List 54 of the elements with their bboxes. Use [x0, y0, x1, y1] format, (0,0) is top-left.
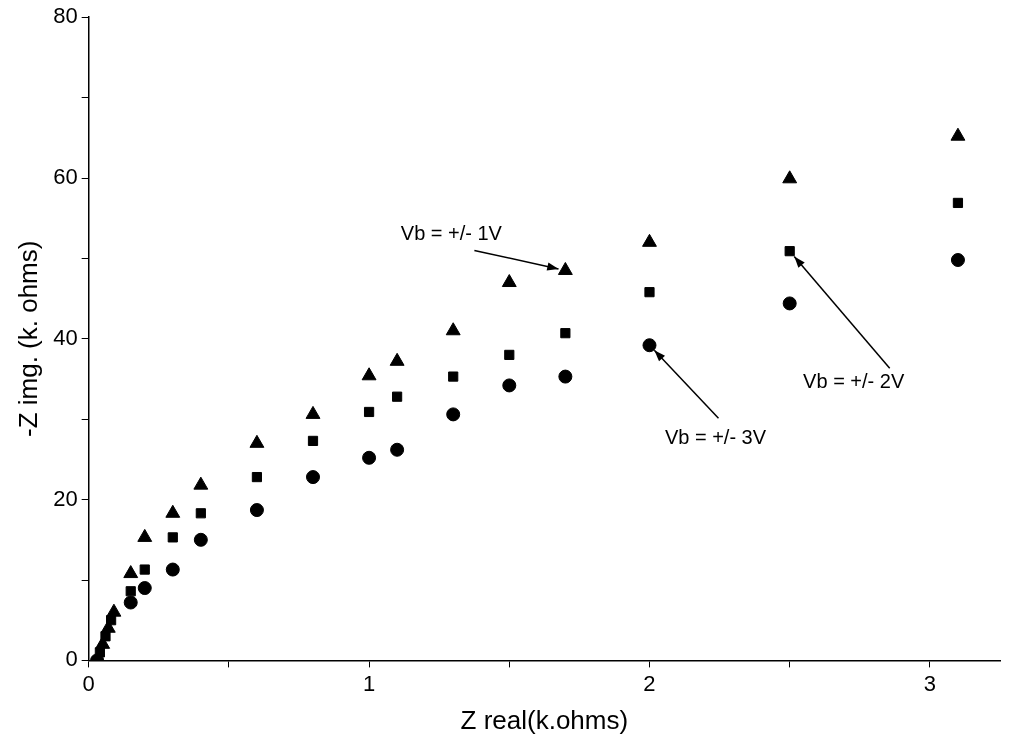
x-axis-title: Z real(k.ohms) — [460, 704, 629, 735]
point — [307, 435, 319, 446]
x-tick-label: 0 — [82, 670, 95, 696]
point — [445, 322, 461, 336]
point — [362, 450, 377, 465]
point — [195, 508, 206, 519]
point — [139, 564, 150, 575]
point — [644, 287, 655, 298]
point — [167, 532, 178, 543]
y-tick-label: 20 — [53, 485, 78, 511]
point — [560, 328, 571, 339]
point — [306, 470, 320, 485]
x-tick-label: 1 — [362, 670, 376, 696]
point — [448, 371, 459, 382]
point — [165, 562, 180, 577]
annotation: Vb = +/- 1V — [400, 221, 503, 244]
y-tick-label: 60 — [53, 164, 78, 190]
point — [557, 261, 573, 275]
point — [123, 595, 138, 610]
point — [193, 476, 209, 490]
x-tick-label: 3 — [923, 670, 937, 696]
point — [642, 338, 657, 353]
point — [249, 503, 264, 518]
point — [361, 367, 377, 381]
y-tick-label: 40 — [53, 324, 78, 350]
point — [251, 471, 263, 483]
point — [501, 274, 517, 288]
point — [390, 442, 405, 457]
point — [446, 407, 461, 422]
point — [363, 406, 375, 418]
y-axis-title: -Z img. (k. ohms) — [12, 240, 43, 438]
point — [389, 352, 405, 366]
point — [193, 532, 208, 547]
annotation: Vb = +/- 2V — [803, 369, 905, 392]
point — [392, 391, 403, 402]
point — [784, 246, 795, 257]
y-tick-label: 0 — [65, 646, 78, 672]
point — [504, 349, 515, 360]
point — [249, 434, 265, 448]
annotation: Vb = +/- 3V — [664, 425, 767, 448]
point — [125, 586, 136, 597]
point — [558, 369, 573, 384]
point — [305, 405, 321, 419]
point — [137, 581, 152, 596]
y-tick-label: 80 — [53, 3, 78, 29]
point — [782, 170, 798, 184]
point — [502, 378, 517, 393]
point — [123, 565, 139, 579]
x-tick-label: 2 — [643, 670, 656, 696]
point — [642, 233, 657, 247]
point — [950, 127, 966, 141]
point — [952, 197, 964, 209]
point — [950, 253, 965, 268]
point — [782, 296, 797, 311]
